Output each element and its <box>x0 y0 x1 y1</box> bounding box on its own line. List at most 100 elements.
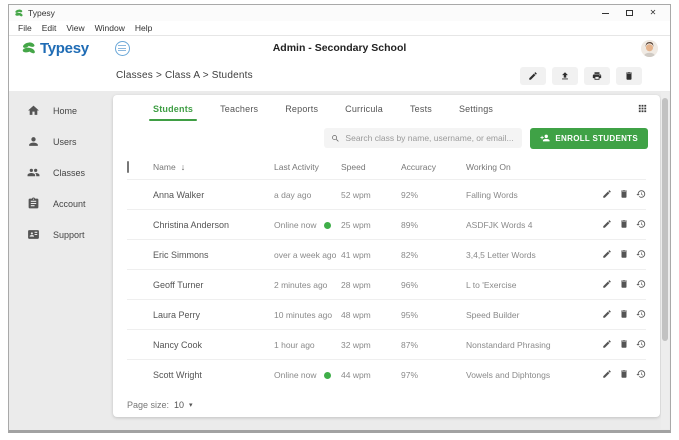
sort-descending-icon[interactable]: ↓ <box>181 162 186 172</box>
history-icon <box>636 309 646 319</box>
menu-window[interactable]: Window <box>90 23 130 33</box>
speed: 32 wpm <box>341 340 401 350</box>
history-button[interactable] <box>636 337 646 352</box>
breadcrumb-bar: Classes > Class A > Students <box>9 60 670 91</box>
history-button[interactable] <box>636 277 646 292</box>
maximize-icon <box>626 10 633 16</box>
trash-icon <box>619 339 629 349</box>
search-row: ENROLL STUDENTS <box>113 123 660 153</box>
breadcrumb[interactable]: Classes > Class A > Students <box>116 70 253 81</box>
sidebar-item-support[interactable]: Support <box>9 219 109 250</box>
menu-help[interactable]: Help <box>130 23 157 33</box>
speed: 41 wpm <box>341 250 401 260</box>
edit-class-button[interactable] <box>520 67 546 85</box>
menu-edit[interactable]: Edit <box>37 23 62 33</box>
table-row[interactable]: Christina Anderson Online now 25 wpm 89%… <box>127 209 646 239</box>
delete-student-button[interactable] <box>619 247 629 262</box>
user-photo-icon <box>641 40 658 57</box>
accuracy: 82% <box>401 250 466 260</box>
print-button[interactable] <box>584 67 610 85</box>
grid-view-button[interactable] <box>637 102 648 117</box>
table-row[interactable]: Anna Walker a day ago 52 wpm 92% Falling… <box>127 179 646 209</box>
history-button[interactable] <box>636 217 646 232</box>
pencil-icon <box>602 369 612 379</box>
history-button[interactable] <box>636 307 646 322</box>
pencil-icon <box>528 71 538 81</box>
last-activity: Online now <box>274 220 341 230</box>
history-icon <box>636 369 646 379</box>
sidebar-item-users[interactable]: Users <box>9 126 109 157</box>
enroll-students-label: ENROLL STUDENTS <box>555 134 638 143</box>
delete-student-button[interactable] <box>619 307 629 322</box>
tab-curricula[interactable]: Curricula <box>345 104 383 114</box>
delete-student-button[interactable] <box>619 187 629 202</box>
scrollbar-thumb[interactable] <box>662 98 668 341</box>
printer-icon <box>592 71 602 81</box>
page-size-value[interactable]: 10 <box>174 400 184 410</box>
sidebar-item-classes[interactable]: Classes <box>9 157 109 188</box>
upload-button[interactable] <box>552 67 578 85</box>
delete-student-button[interactable] <box>619 337 629 352</box>
working-on: ASDFJK Words 4 <box>466 220 598 230</box>
edit-student-button[interactable] <box>602 217 612 232</box>
table-row[interactable]: Laura Perry 10 minutes ago 48 wpm 95% Sp… <box>127 299 646 329</box>
table-row[interactable]: Eric Simmons over a week ago 41 wpm 82% … <box>127 239 646 269</box>
person-add-icon <box>540 133 550 143</box>
students-table: Name ↓ Last Activity Speed Accuracy Work… <box>127 155 646 389</box>
tab-teachers[interactable]: Teachers <box>220 104 258 114</box>
edit-student-button[interactable] <box>602 187 612 202</box>
history-button[interactable] <box>636 247 646 262</box>
sidebar-item-home[interactable]: Home <box>9 95 109 126</box>
delete-class-button[interactable] <box>616 67 642 85</box>
search-input[interactable] <box>345 133 515 143</box>
last-activity: over a week ago <box>274 250 341 260</box>
close-button[interactable]: ✕ <box>641 7 665 20</box>
delete-student-button[interactable] <box>619 367 629 382</box>
table-row[interactable]: Nancy Cook 1 hour ago 32 wpm 87% Nonstan… <box>127 329 646 359</box>
pencil-icon <box>602 219 612 229</box>
edit-student-button[interactable] <box>602 277 612 292</box>
minimize-button[interactable] <box>593 7 617 20</box>
app-header: Typesy Admin - Secondary School <box>9 36 670 60</box>
accuracy: 97% <box>401 370 466 380</box>
vertical-scrollbar[interactable] <box>661 92 669 429</box>
speed: 28 wpm <box>341 280 401 290</box>
accuracy: 95% <box>401 310 466 320</box>
last-activity: 1 hour ago <box>274 340 341 350</box>
tab-settings[interactable]: Settings <box>459 104 493 114</box>
history-button[interactable] <box>636 367 646 382</box>
edit-student-button[interactable] <box>602 247 612 262</box>
trash-icon <box>619 219 629 229</box>
edit-student-button[interactable] <box>602 367 612 382</box>
contact-card-icon <box>27 228 40 241</box>
tab-bar: Students Teachers Reports Curricula Test… <box>113 95 660 123</box>
history-button[interactable] <box>636 187 646 202</box>
home-icon <box>27 104 40 117</box>
delete-student-button[interactable] <box>619 217 629 232</box>
column-header-name[interactable]: Name ↓ <box>153 162 274 172</box>
history-icon <box>636 219 646 229</box>
menu-file[interactable]: File <box>13 23 37 33</box>
chevron-down-icon[interactable]: ▾ <box>189 401 193 409</box>
maximize-button[interactable] <box>617 7 641 20</box>
trash-icon <box>619 279 629 289</box>
tab-reports[interactable]: Reports <box>285 104 318 114</box>
table-row[interactable]: Geoff Turner 2 minutes ago 28 wpm 96% L … <box>127 269 646 299</box>
brand-logo: Typesy <box>21 40 89 57</box>
sidebar-label: Home <box>53 106 77 116</box>
app-window: Typesy ✕ File Edit View Window Help Type… <box>8 4 671 433</box>
table-row[interactable]: Scott Wright Online now 44 wpm 97% Vowel… <box>127 359 646 389</box>
menu-view[interactable]: View <box>61 23 89 33</box>
delete-student-button[interactable] <box>619 277 629 292</box>
tab-students[interactable]: Students <box>153 104 193 114</box>
profile-avatar[interactable] <box>641 40 658 57</box>
select-all-checkbox[interactable] <box>127 161 129 173</box>
edit-student-button[interactable] <box>602 337 612 352</box>
enroll-students-button[interactable]: ENROLL STUDENTS <box>530 128 648 149</box>
trash-icon <box>619 309 629 319</box>
sidebar-item-account[interactable]: Account <box>9 188 109 219</box>
clipboard-icon <box>27 197 40 210</box>
tab-tests[interactable]: Tests <box>410 104 432 114</box>
edit-student-button[interactable] <box>602 307 612 322</box>
working-on: 3,4,5 Letter Words <box>466 250 598 260</box>
